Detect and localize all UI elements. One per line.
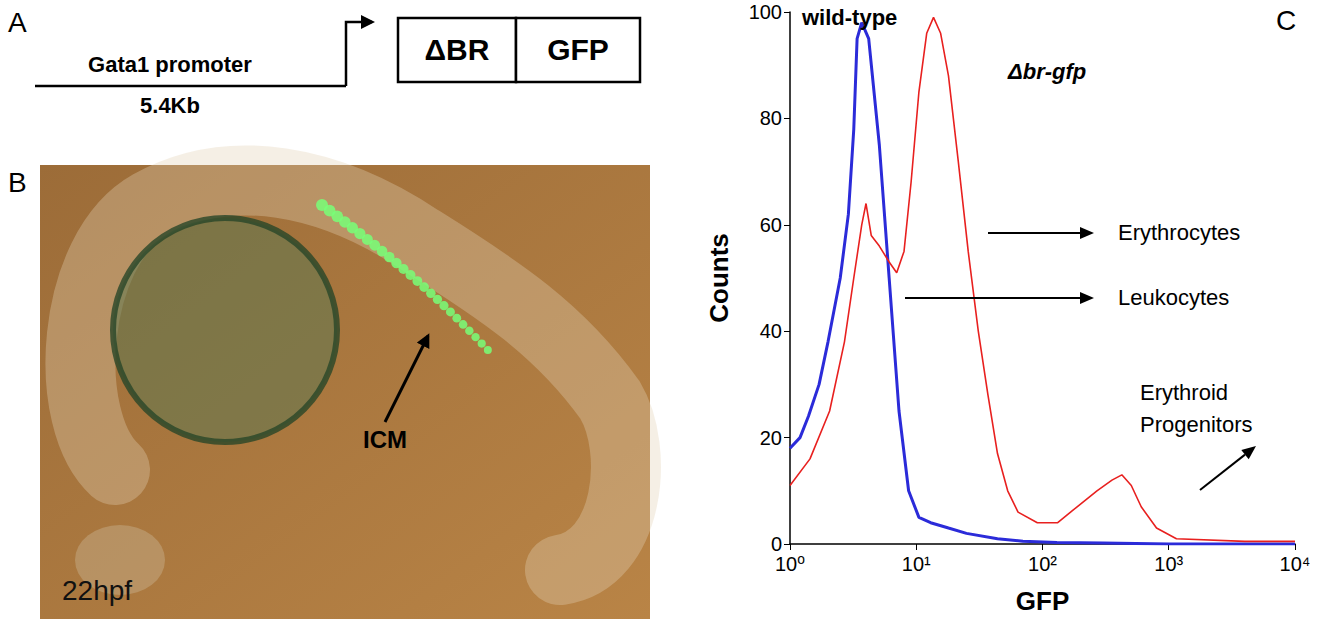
svg-text:ΔBR: ΔBR (425, 33, 490, 66)
svg-text:20: 20 (760, 427, 782, 449)
svg-text:wild-type: wild-type (801, 5, 897, 30)
svg-text:10²: 10² (1028, 553, 1057, 575)
svg-text:10⁰: 10⁰ (775, 553, 805, 575)
svg-text:A: A (8, 7, 27, 38)
svg-text:80: 80 (760, 107, 782, 129)
svg-text:10³: 10³ (1154, 553, 1183, 575)
svg-text:Erythroid: Erythroid (1140, 380, 1228, 405)
svg-text:B: B (8, 167, 27, 198)
svg-text:Gata1 promoter: Gata1 promoter (88, 52, 252, 77)
svg-text:60: 60 (760, 214, 782, 236)
svg-text:22hpf: 22hpf (62, 575, 132, 606)
svg-text:Leukocytes: Leukocytes (1118, 285, 1229, 310)
svg-text:40: 40 (760, 320, 782, 342)
svg-text:C: C (1276, 5, 1296, 36)
svg-text:Counts: Counts (704, 233, 734, 323)
svg-text:ICM: ICM (363, 426, 407, 453)
svg-text:Δbr-gfp: Δbr-gfp (1007, 59, 1086, 84)
svg-text:10⁴: 10⁴ (1280, 553, 1311, 575)
svg-text:0: 0 (771, 533, 782, 555)
svg-text:GFP: GFP (1016, 586, 1069, 616)
svg-text:100: 100 (749, 1, 782, 23)
svg-text:5.4Kb: 5.4Kb (140, 93, 200, 118)
svg-text:GFP: GFP (547, 33, 609, 66)
svg-text:Erythrocytes: Erythrocytes (1118, 220, 1240, 245)
svg-text:10¹: 10¹ (902, 553, 931, 575)
svg-text:Progenitors: Progenitors (1140, 412, 1253, 437)
